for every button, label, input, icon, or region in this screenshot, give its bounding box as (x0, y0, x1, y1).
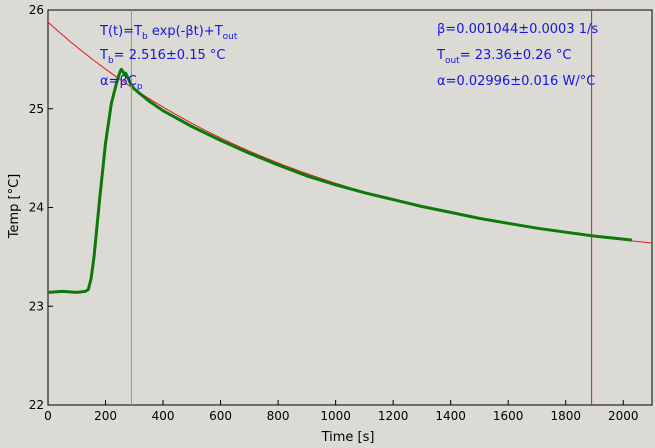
x-tick-label: 400 (152, 409, 175, 423)
x-tick-label: 600 (209, 409, 232, 423)
annotation-tb: Tb= 2.516±0.15 °C (99, 48, 225, 66)
annotation-formula: T(t)=Tb exp(-βt)+Tout (99, 24, 238, 42)
y-tick-label: 26 (29, 3, 44, 17)
x-axis-label: Time [s] (321, 430, 375, 445)
plot-area (47, 9, 653, 406)
marker-layer (130, 10, 593, 405)
x-tick-label: 1400 (435, 409, 466, 423)
x-tick-label: 1200 (378, 409, 409, 423)
y-tick-label: 22 (29, 398, 44, 412)
annotation-beta: β=0.001044±0.0003 1/s (437, 22, 598, 37)
annotation-tout: Tout= 23.36±0.26 °C (436, 48, 572, 66)
y-axis-label: Temp [°C] (7, 174, 22, 240)
x-tick-label: 2000 (608, 409, 639, 423)
series-measured-line (47, 67, 633, 294)
annotation-alpha-cp: α=βCp (100, 74, 143, 92)
y-tick-label: 25 (29, 102, 44, 116)
x-tick-label: 1800 (550, 409, 581, 423)
y-tick-label: 23 (29, 299, 44, 313)
y-tick-label: 24 (29, 201, 44, 215)
x-tick-label: 800 (267, 409, 290, 423)
x-tick-label: 1600 (493, 409, 524, 423)
annotation-alpha-value: α=0.02996±0.016 W/°C (437, 74, 595, 89)
ticks: 0 200 400 600 800 1000 1200 1400 1600 1800 2000 22 2… (29, 3, 639, 423)
x-tick-label: 1000 (320, 409, 351, 423)
x-tick-label: 200 (94, 409, 117, 423)
data-layer (47, 67, 633, 294)
x-tick-label: 0 (44, 409, 52, 423)
